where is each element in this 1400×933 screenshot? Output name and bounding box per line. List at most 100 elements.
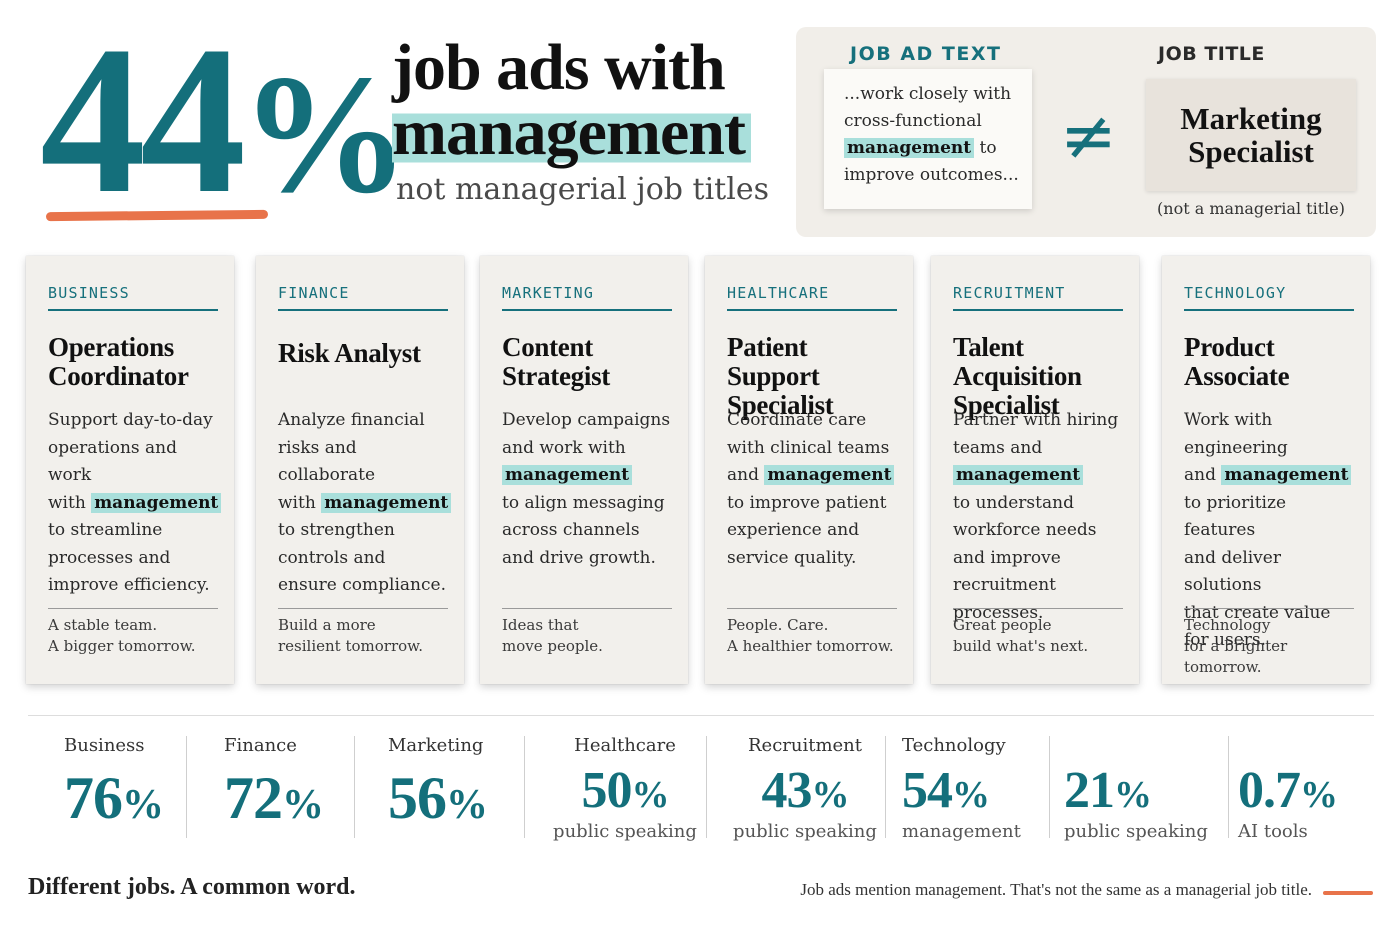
job-card-finance: FINANCE Risk Analyst Analyze financial risk…: [256, 256, 464, 684]
card-description-line: with management: [48, 490, 222, 518]
card-footer-line: A stable team.: [48, 616, 158, 634]
stat-separator: [524, 736, 525, 838]
stat-unit: %: [1300, 774, 1338, 816]
stat-item: Business 76%: [64, 735, 184, 840]
hero-stat-number: 44: [40, 2, 246, 237]
stat-separator: [885, 736, 886, 838]
card-job-title-line: Risk Analyst: [278, 338, 421, 368]
management-highlight: management: [1221, 465, 1352, 485]
job-title-label: JOB TITLE: [1158, 43, 1265, 65]
card-footer-line: build what's next.: [953, 637, 1089, 655]
stat-separator: [186, 736, 187, 838]
card-description-line: workforce needs: [953, 520, 1097, 540]
card-category: MARKETING: [502, 284, 672, 311]
stat-unit: %: [952, 774, 990, 816]
card-description-line: management: [502, 462, 672, 490]
stat-label: Technology: [902, 735, 1006, 756]
stat-item: 0.7% AI tools: [1238, 735, 1368, 843]
card-category: HEALTHCARE: [727, 284, 897, 311]
hero-stat-unit: %: [240, 40, 410, 228]
stat-label: Recruitment: [747, 735, 863, 756]
job-card-marketing: MARKETING Content Strategist Develop campai…: [480, 256, 688, 684]
stat-number: 56: [388, 765, 447, 831]
card-description: Develop campaigns and work with management…: [502, 407, 672, 603]
stat-separator: [1049, 736, 1050, 838]
job-title-note: (not a managerial title): [1157, 199, 1345, 218]
ad-line: cross-functional: [844, 111, 982, 131]
card-footer-line: move people.: [502, 637, 603, 655]
stat-item: Marketing 56%: [388, 735, 508, 840]
stat-number: 0.7: [1238, 762, 1301, 819]
card-description-line: and management: [1184, 462, 1354, 490]
card-category: RECRUITMENT: [953, 284, 1123, 311]
stat-number: 54: [902, 762, 953, 819]
card-job-title-line: Coordinator: [48, 361, 189, 391]
card-footer-line: People. Care.: [727, 616, 829, 634]
stat-subtitle: management: [902, 821, 1021, 842]
card-footer-slogan: Great people build what's next.: [953, 608, 1123, 657]
card-footer-line: A bigger tomorrow.: [48, 637, 196, 655]
card-description-line: risks and collaborate: [278, 437, 376, 486]
job-title-line: Marketing: [1180, 101, 1322, 136]
card-description-text: and: [727, 465, 765, 485]
card-description-line: and deliver solutions: [1184, 547, 1281, 596]
stat-item: 21% public speaking: [1064, 735, 1224, 843]
job-ad-excerpt: ...work closely with cross-functional ma…: [824, 69, 1032, 209]
stat-unit: %: [1114, 774, 1152, 816]
card-description-line: Develop campaigns: [502, 410, 671, 430]
card-category: FINANCE: [278, 284, 448, 311]
ad-line: ...work closely with: [844, 84, 1012, 104]
card-description-line: with clinical teams: [727, 437, 890, 458]
job-card-recruitment: RECRUITMENT Talent Acquisition Specialist P…: [931, 256, 1139, 684]
stat-label: Finance: [224, 735, 297, 756]
job-ad-text-label: JOB AD TEXT: [850, 43, 1002, 65]
card-description-line: operations and work: [48, 437, 177, 486]
card-footer-line: for a brighter tomorrow.: [1184, 637, 1288, 676]
stat-separator: [354, 736, 355, 838]
stat-unit: %: [446, 782, 488, 828]
stat-number: 21: [1064, 762, 1115, 819]
card-description-line: recruitment processes.: [953, 575, 1057, 623]
management-highlight: management: [91, 492, 222, 513]
stat-unit: %: [631, 774, 670, 816]
card-description-line: Work with engineering: [1184, 410, 1288, 458]
card-description: Support day-to-day operations and work wit…: [48, 407, 222, 603]
card-description-line: to understand: [953, 492, 1074, 513]
card-description-line: to prioritize features: [1184, 492, 1286, 541]
card-job-title-line: Product: [1184, 332, 1275, 362]
stat-number: 72: [224, 765, 283, 831]
card-description-line: across channels: [502, 520, 640, 540]
card-footer-line: Great people: [953, 616, 1052, 634]
card-description-line: to strengthen: [278, 520, 395, 540]
comparison-panel: JOB AD TEXT JOB TITLE ...work closely wi…: [796, 27, 1376, 237]
card-category: TECHNOLOGY: [1184, 284, 1354, 311]
card-description-text: with: [278, 492, 322, 513]
card-description-line: with management: [278, 490, 452, 518]
stat-value: 0.7%: [1238, 765, 1368, 821]
card-footer-slogan: A stable team. A bigger tomorrow.: [48, 608, 218, 657]
card-description: Coordinate care with clinical teams and ma…: [727, 407, 897, 603]
card-description-line: Analyze financial: [278, 410, 425, 430]
card-job-title-line: Talent Acquisition: [953, 332, 1082, 391]
stat-unit: %: [811, 774, 850, 816]
card-description-line: management: [953, 462, 1123, 490]
job-card-business: BUSINESS Operations Coordinator Support day…: [26, 256, 234, 684]
card-description: Partner with hiring teams and management to…: [953, 407, 1123, 623]
stat-item: Technology 54% management: [902, 735, 1042, 842]
card-footer-line: Ideas that: [502, 616, 579, 634]
card-job-title: Operations Coordinator: [48, 333, 218, 395]
card-description-line: ensure compliance.: [278, 575, 446, 595]
card-description-line: Coordinate care: [727, 410, 867, 430]
stats-divider: [28, 715, 1374, 716]
stat-subtitle: public speaking: [1064, 821, 1208, 842]
stat-subtitle: public speaking: [553, 821, 697, 842]
card-category: BUSINESS: [48, 284, 218, 311]
stat-number: 43: [761, 762, 813, 819]
stat-value: 56%: [388, 767, 508, 836]
hero-headline-highlight: management: [392, 98, 751, 168]
card-job-title-line: Patient: [727, 332, 808, 362]
card-description-text: with: [48, 492, 92, 513]
stat-value: 21%: [1064, 765, 1224, 821]
management-highlight: management: [321, 492, 452, 513]
ad-line: improve outcomes...: [844, 165, 1019, 185]
